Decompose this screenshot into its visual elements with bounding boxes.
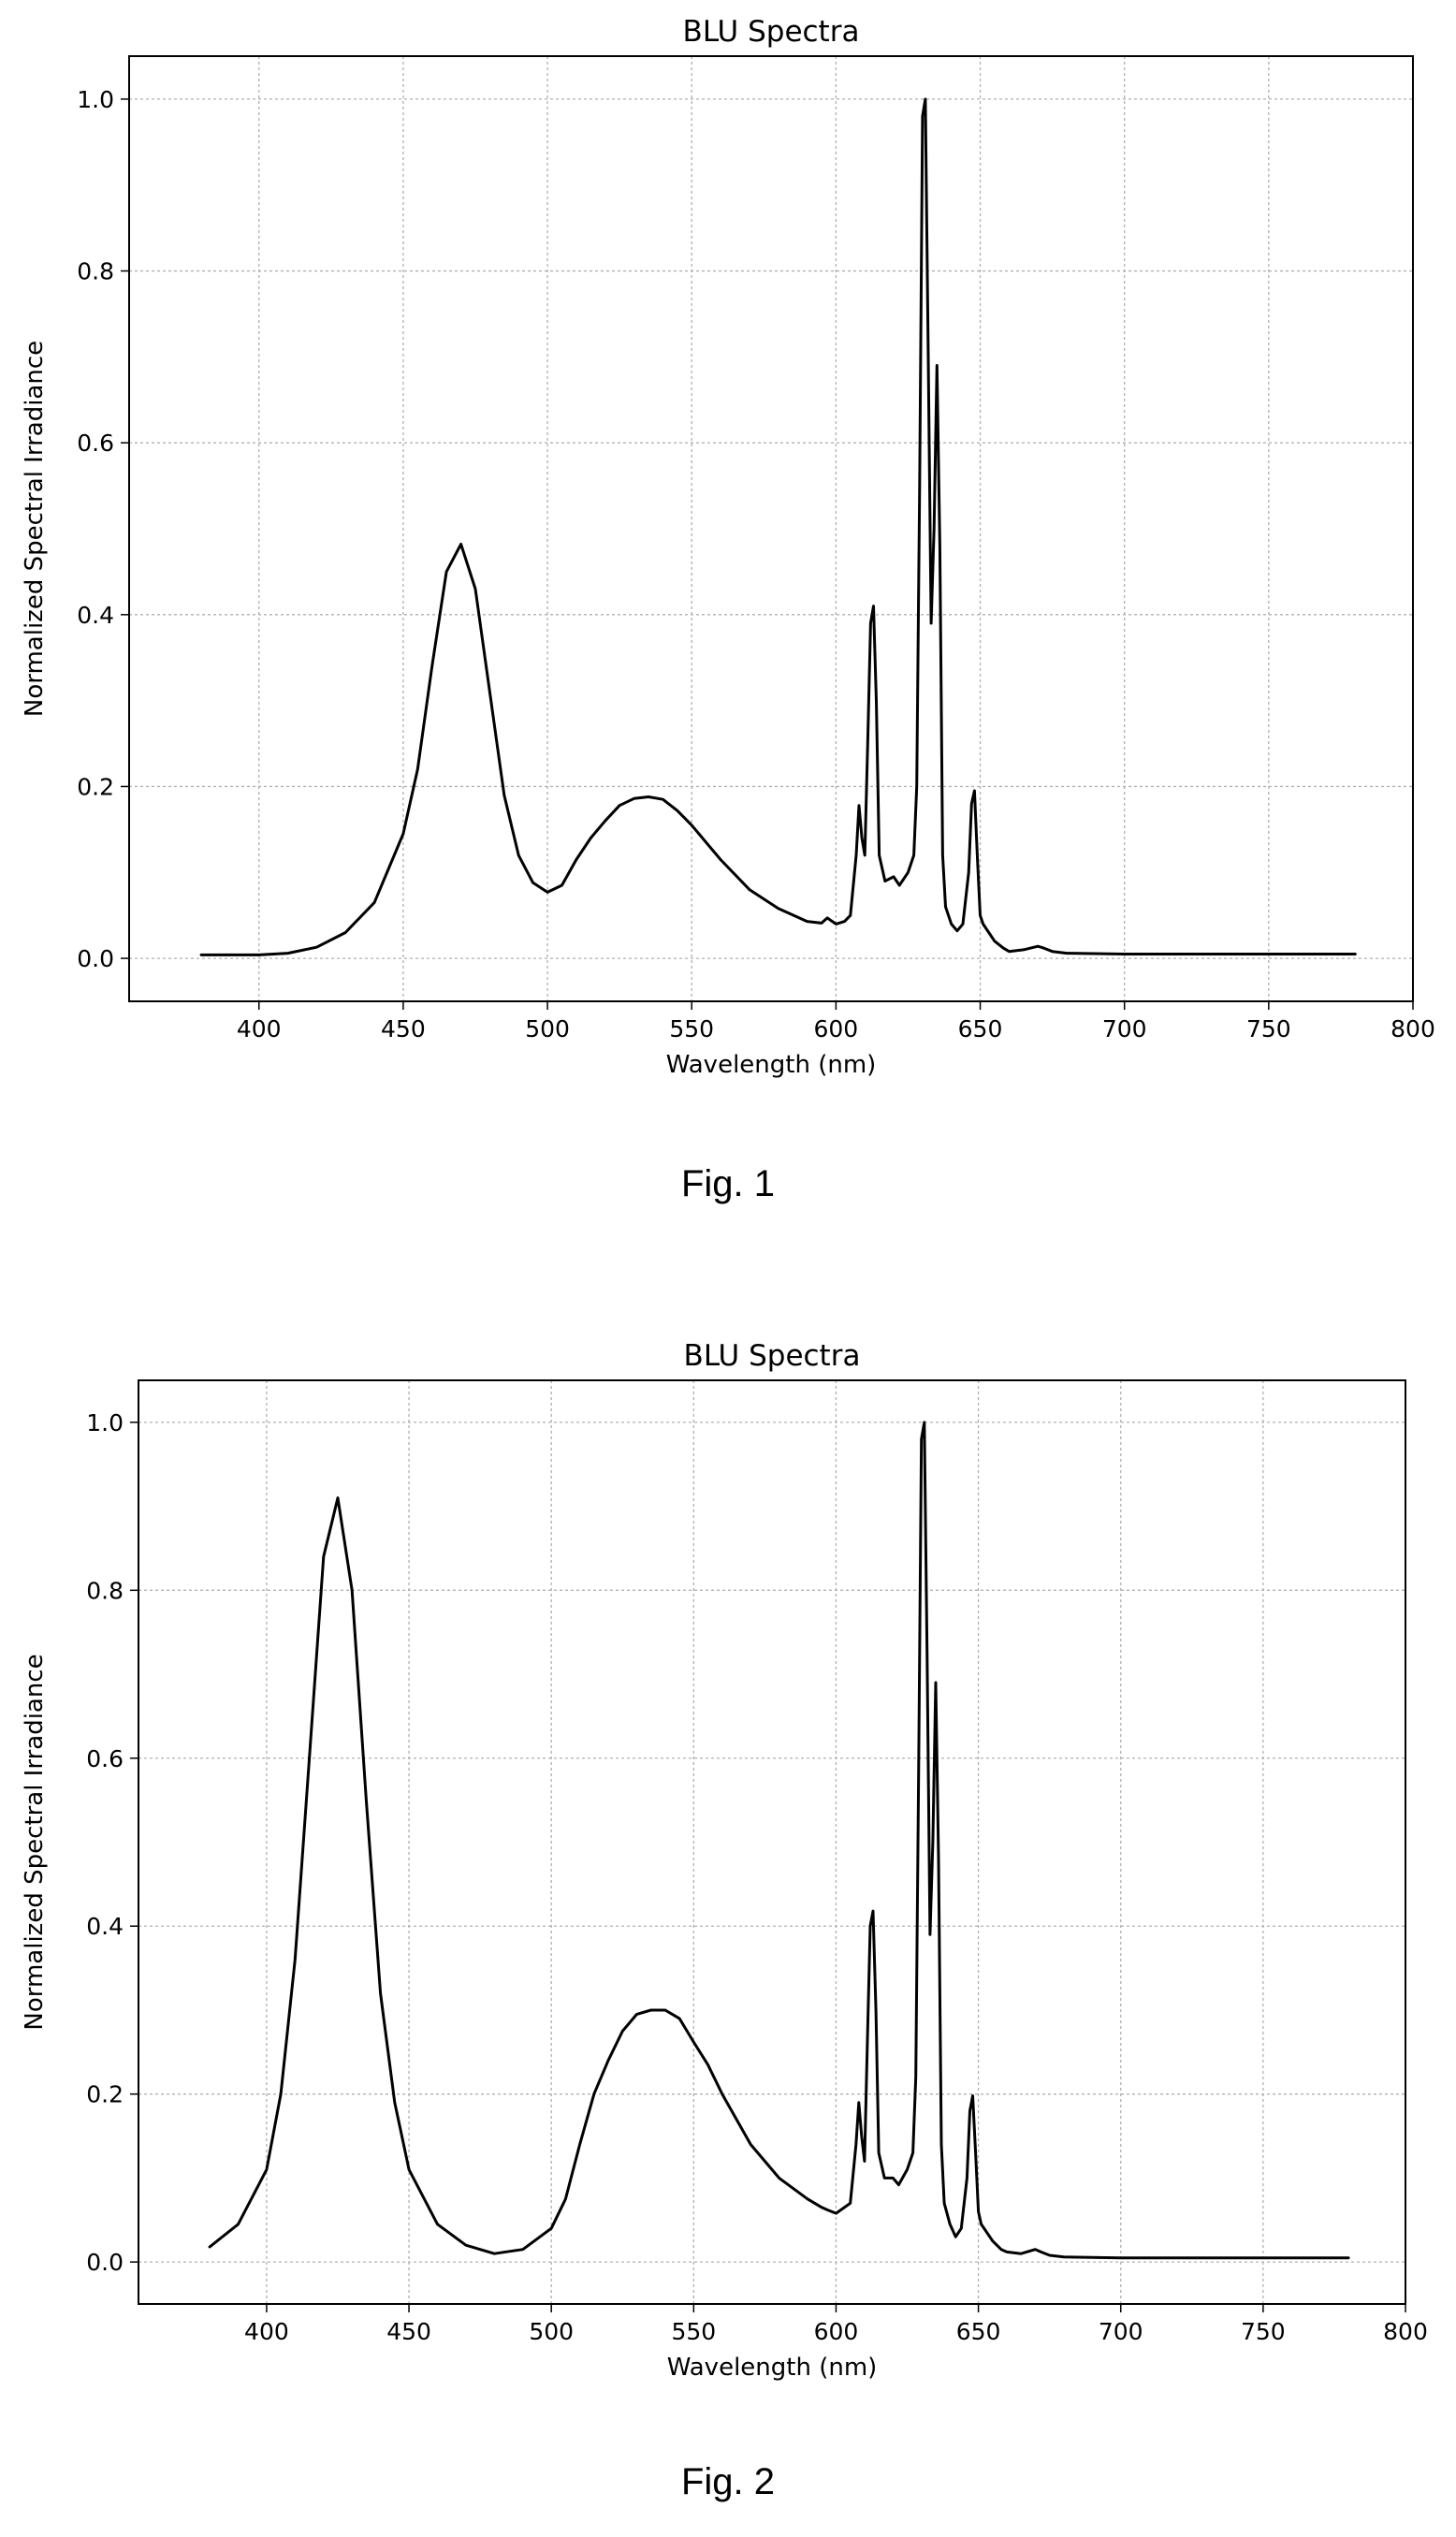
y-axis-label: Normalized Spectral Irradiance — [21, 341, 49, 717]
x-tick-label: 600 — [814, 1015, 859, 1043]
grid-lines — [129, 56, 1414, 1001]
x-tick-label: 550 — [671, 2318, 716, 2345]
figure-caption-1: Fig. 1 — [680, 1163, 776, 1204]
y-tick-label: 0.4 — [77, 602, 114, 629]
x-tick-label: 400 — [237, 1015, 282, 1043]
plot-frame — [128, 55, 1414, 1002]
x-tick-label: 700 — [1099, 2318, 1143, 2345]
x-tick-label: 500 — [529, 2318, 574, 2345]
y-tick-label: 1.0 — [77, 86, 114, 113]
y-tick-label: 0.2 — [86, 2081, 124, 2108]
y-axis-label: Normalized Spectral Irradiance — [21, 1654, 49, 2030]
x-tick-label: 600 — [814, 2318, 859, 2345]
x-tick-label: 750 — [1246, 1015, 1291, 1043]
y-tick-label: 0.4 — [86, 1913, 124, 1940]
spectrum-chart-fig2: 400 450 500 550 600 650 700 750 800 0.0 0.2 0.4 0.6… — [21, 1339, 1428, 2382]
x-tick-label: 650 — [956, 2318, 1001, 2345]
chart-title: BLU Spectra — [683, 15, 860, 49]
x-tick-label: 550 — [669, 1015, 714, 1043]
x-tick-label: 500 — [525, 1015, 570, 1043]
x-tick-label: 650 — [958, 1015, 1003, 1043]
x-tick-label: 800 — [1383, 2318, 1428, 2345]
x-tick-label: 750 — [1241, 2318, 1286, 2345]
data-series — [199, 97, 1357, 956]
spectrum-chart-fig1: 400 450 500 550 600 650 700 750 800 0.0 0.2 0.4 0.6… — [21, 15, 1435, 1079]
chart-title: BLU Spectra — [684, 1339, 861, 1373]
x-tick-label: 450 — [381, 1015, 426, 1043]
y-tick-label: 0.2 — [77, 773, 114, 800]
y-tick-labels: 0.0 0.2 0.4 0.6 0.8 1.0 — [77, 86, 129, 972]
y-tick-label: 0.8 — [77, 258, 114, 285]
plot-frame — [138, 1379, 1406, 2305]
x-tick-labels: 400 450 500 550 600 650 700 750 800 — [244, 2304, 1428, 2345]
y-tick-label: 0.6 — [77, 430, 114, 457]
spectrum-line — [199, 97, 1357, 956]
y-tick-labels: 0.0 0.2 0.4 0.6 0.8 1.0 — [86, 1409, 138, 2276]
data-series — [208, 1421, 1350, 2260]
y-tick-label: 0.0 — [77, 945, 114, 972]
x-tick-label: 800 — [1390, 1015, 1435, 1043]
x-axis-label: Wavelength (nm) — [666, 1051, 877, 1079]
spectrum-line — [208, 1421, 1350, 2260]
y-tick-label: 1.0 — [86, 1409, 124, 1436]
y-tick-label: 0.6 — [86, 1745, 124, 1772]
x-tick-label: 700 — [1102, 1015, 1147, 1043]
y-tick-label: 0.8 — [86, 1577, 124, 1604]
figure-caption-2: Fig. 2 — [680, 2461, 776, 2502]
grid-lines — [138, 1380, 1406, 2304]
y-tick-label: 0.0 — [86, 2249, 124, 2276]
x-tick-label: 400 — [244, 2318, 289, 2345]
x-tick-labels: 400 450 500 550 600 650 700 750 800 — [237, 1001, 1435, 1043]
x-tick-label: 450 — [386, 2318, 431, 2345]
x-axis-label: Wavelength (nm) — [667, 2354, 878, 2382]
